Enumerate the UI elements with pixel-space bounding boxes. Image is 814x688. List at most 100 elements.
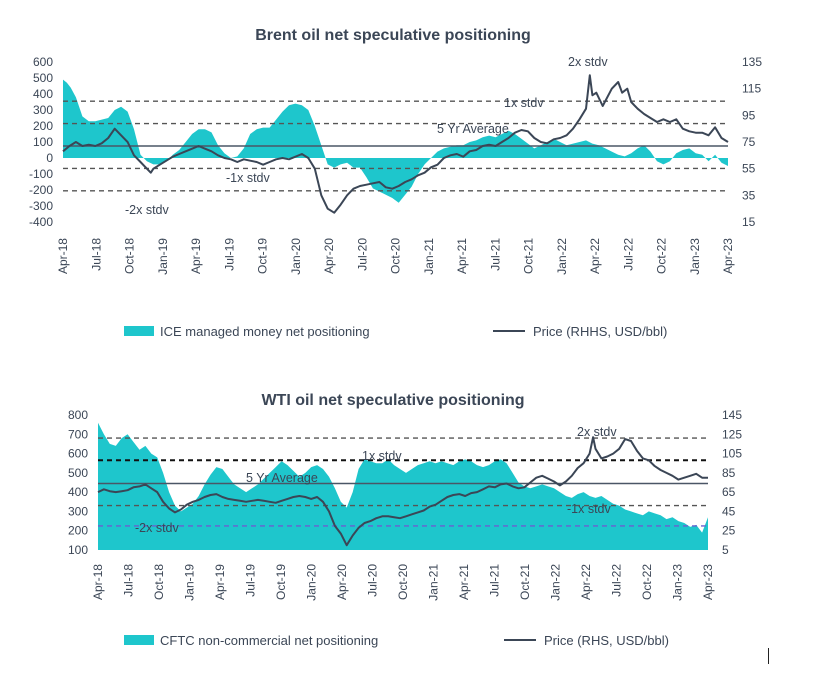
legend-label-area: CFTC non-commercial net positioning [160,633,378,648]
x-tick-11: Jan-21 [422,238,436,275]
annotation-2: 5 Yr Average [437,122,509,136]
x-tick-1: Jul-18 [122,564,136,597]
y-right-tick-1: 35 [742,188,756,202]
annotation-2: 5 Yr Average [246,471,318,485]
annotation-4: -2x stdv [135,521,180,535]
x-tick-9: Jul-20 [355,238,369,271]
legend-swatch-area [124,635,154,645]
line-series-price [62,74,729,214]
y-right-tick-5: 115 [742,82,761,96]
x-tick-12: Apr-21 [455,238,469,274]
x-tick-17: Jul-22 [610,564,624,597]
y-right-tick-2: 55 [742,162,756,176]
y-left-tick-7: 300 [33,103,53,117]
chart-title: WTI oil net speculative positioning [261,392,524,409]
annotation-4: -2x stdv [125,203,170,217]
annotation-3: -1x stdv [567,502,612,516]
x-tick-19: Jan-23 [671,564,685,601]
x-tick-15: Jan-22 [549,564,563,601]
y-right-tick-3: 65 [722,485,736,499]
x-tick-17: Jul-22 [621,238,635,271]
x-tick-14: Oct-21 [522,238,536,274]
x-tick-13: Jul-21 [488,238,502,271]
line-series-price [97,436,708,547]
y-left-tick-5: 100 [33,135,53,149]
x-tick-6: Oct-19 [256,238,270,274]
x-tick-15: Jan-22 [555,238,569,275]
y-right-tick-5: 105 [722,447,742,461]
y-right-tick-3: 75 [742,135,756,149]
y-left-tick-7: 800 [68,408,88,422]
legend-swatch-area [124,326,154,336]
y-left-tick-3: 400 [68,485,88,499]
x-tick-5: Jul-19 [222,238,236,271]
x-tick-8: Apr-20 [322,238,336,274]
annotation-0: 2x stdv [577,425,617,439]
annotation-3: -1x stdv [226,171,271,185]
area-series-net-positioning [63,79,728,203]
x-tick-16: Apr-22 [579,564,593,600]
x-tick-1: Jul-18 [89,238,103,271]
y-left-tick-5: 600 [68,447,88,461]
x-tick-19: Jan-23 [688,238,702,275]
chart-2: WTI oil net speculative positioning 2x st… [68,392,742,648]
y-left-tick-2: -200 [29,183,53,197]
y-right-tick-6: 125 [722,427,742,441]
x-tick-12: Apr-21 [457,564,471,600]
y-left-tick-4: 500 [68,466,88,480]
y-left-tick-0: 100 [68,543,88,557]
x-tick-14: Oct-21 [518,564,532,600]
x-tick-10: Oct-20 [389,238,403,274]
annotation-1: 1x stdv [362,449,402,463]
x-tick-9: Jul-20 [366,564,380,597]
y-left-tick-1: -300 [29,199,53,213]
x-tick-0: Apr-18 [56,238,70,274]
x-tick-3: Jan-19 [183,564,197,601]
x-tick-5: Jul-19 [244,564,258,597]
x-tick-4: Apr-19 [189,238,203,274]
x-tick-8: Apr-20 [335,564,349,600]
y-right-tick-4: 95 [742,108,756,122]
area-series-net-positioning [98,422,708,550]
x-tick-7: Jan-20 [289,238,303,275]
x-tick-18: Oct-22 [640,564,654,600]
chart-title: Brent oil net speculative positioning [255,27,531,44]
y-left-tick-3: -100 [29,167,53,181]
x-tick-7: Jan-20 [305,564,319,601]
x-tick-20: Apr-23 [721,238,735,274]
y-right-tick-0: 5 [722,543,729,557]
y-right-tick-0: 15 [742,215,756,229]
chart-1: Brent oil net speculative positioning 2x … [29,27,762,339]
y-left-tick-1: 200 [68,524,88,538]
y-left-tick-6: 700 [68,427,88,441]
annotation-1: 1x stdv [504,96,544,110]
y-left-tick-4: 0 [46,151,53,165]
legend-label-line: Price (RHS, USD/bbl) [544,633,669,648]
y-left-tick-6: 200 [33,119,53,133]
y-left-tick-0: -400 [29,215,53,229]
x-tick-6: Oct-19 [274,564,288,600]
y-right-tick-4: 85 [722,466,736,480]
y-right-tick-2: 45 [722,504,736,518]
y-left-tick-2: 300 [68,504,88,518]
x-tick-0: Apr-18 [91,564,105,600]
y-left-tick-9: 500 [33,71,53,85]
y-right-tick-6: 135 [742,55,762,69]
annotation-0: 2x stdv [568,55,608,69]
x-tick-16: Apr-22 [588,238,602,274]
text-cursor-mark [768,648,769,664]
x-tick-3: Jan-19 [156,238,170,275]
x-tick-20: Apr-23 [701,564,715,600]
x-tick-2: Oct-18 [152,564,166,600]
y-left-tick-10: 600 [33,55,53,69]
x-tick-10: Oct-20 [396,564,410,600]
y-left-tick-8: 400 [33,87,53,101]
x-tick-2: Oct-18 [123,238,137,274]
x-tick-18: Oct-22 [655,238,669,274]
y-right-tick-1: 25 [722,524,736,538]
legend-label-area: ICE managed money net positioning [160,324,370,339]
x-tick-4: Apr-19 [213,564,227,600]
legend-label-line: Price (RHHS, USD/bbl) [533,324,667,339]
